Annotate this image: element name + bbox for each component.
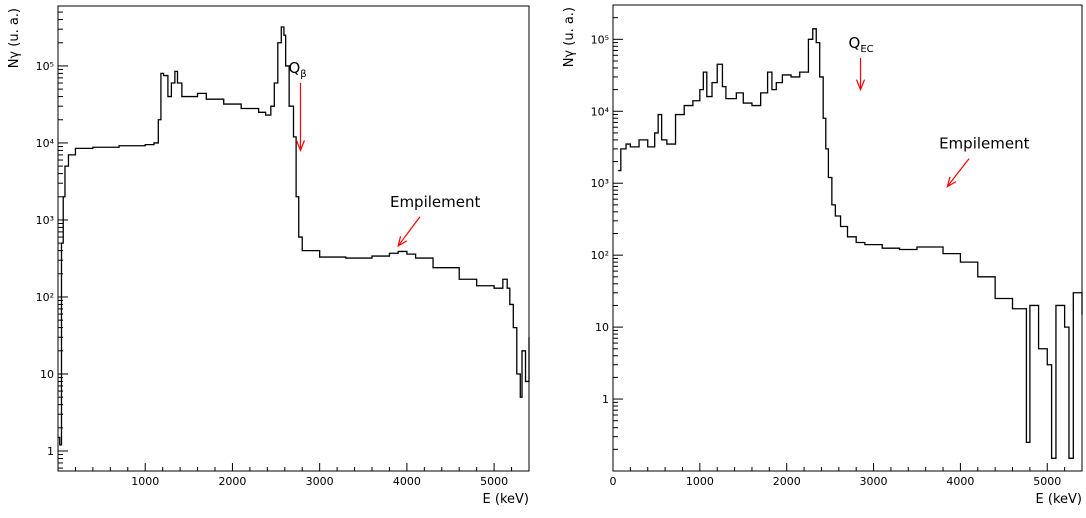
x-tick-label: 5000	[480, 475, 508, 488]
x-tick-label: 1000	[131, 475, 159, 488]
y-tick-label: 1	[602, 393, 609, 406]
right-y-axis-title: Nγ (u. a.)	[562, 7, 577, 67]
left-spectrum-panel: Nγ (u. a.) E (keV) 1000 2000 3000 4000 5000 1…	[7, 5, 530, 507]
q-value-label: Qβ	[288, 59, 306, 80]
q-arrow-head	[855, 79, 866, 92]
y-tick-label: 10²	[36, 291, 54, 304]
x-tick-label: 2000	[773, 475, 801, 488]
left-y-axis-title: Nγ (u. a.)	[7, 8, 22, 68]
y-tick-label: 10	[595, 321, 609, 334]
y-tick-label: 10³	[591, 177, 609, 190]
left-x-axis-title: E (keV)	[483, 492, 529, 507]
x-tick-label: 1000	[686, 475, 714, 488]
empilement-arrow-head	[397, 236, 408, 248]
empilement-arrow	[946, 158, 970, 187]
x-tick-label: 5000	[1033, 475, 1061, 488]
y-tick-label: 10⁴	[36, 137, 55, 150]
y-tick-label: 10⁵	[591, 33, 609, 46]
q-value-label: QEC	[849, 34, 874, 55]
y-tick-label: 10⁵	[36, 60, 54, 73]
empilement-label: Empilement	[939, 135, 1030, 153]
y-tick-label: 10²	[591, 249, 609, 262]
spectrum-line	[58, 26, 530, 446]
y-tick-label: 10³	[36, 214, 54, 227]
empilement-arrow	[397, 216, 421, 247]
q-arrow-head	[295, 140, 306, 153]
x-tick-label: 3000	[306, 475, 334, 488]
empilement-arrow-head	[946, 176, 957, 188]
spectrum-line	[618, 28, 1083, 459]
empilement-label: Empilement	[390, 193, 481, 211]
right-spectrum-panel: Nγ (u. a.) E (keV) 0 1000 2000 3000 4000 5000…	[562, 4, 1083, 507]
x-tick-label: 4000	[393, 475, 421, 488]
right-plot-frame	[612, 4, 1083, 472]
x-tick-label: 0	[610, 475, 617, 488]
left-plot-frame	[57, 5, 530, 472]
x-tick-label: 4000	[946, 475, 974, 488]
right-x-axis-title: E (keV)	[1036, 492, 1082, 507]
y-tick-label: 10	[40, 368, 54, 381]
y-tick-label: 10⁴	[591, 105, 610, 118]
y-tick-label: 1	[47, 445, 54, 458]
x-tick-label: 3000	[860, 475, 888, 488]
x-tick-label: 2000	[218, 475, 246, 488]
